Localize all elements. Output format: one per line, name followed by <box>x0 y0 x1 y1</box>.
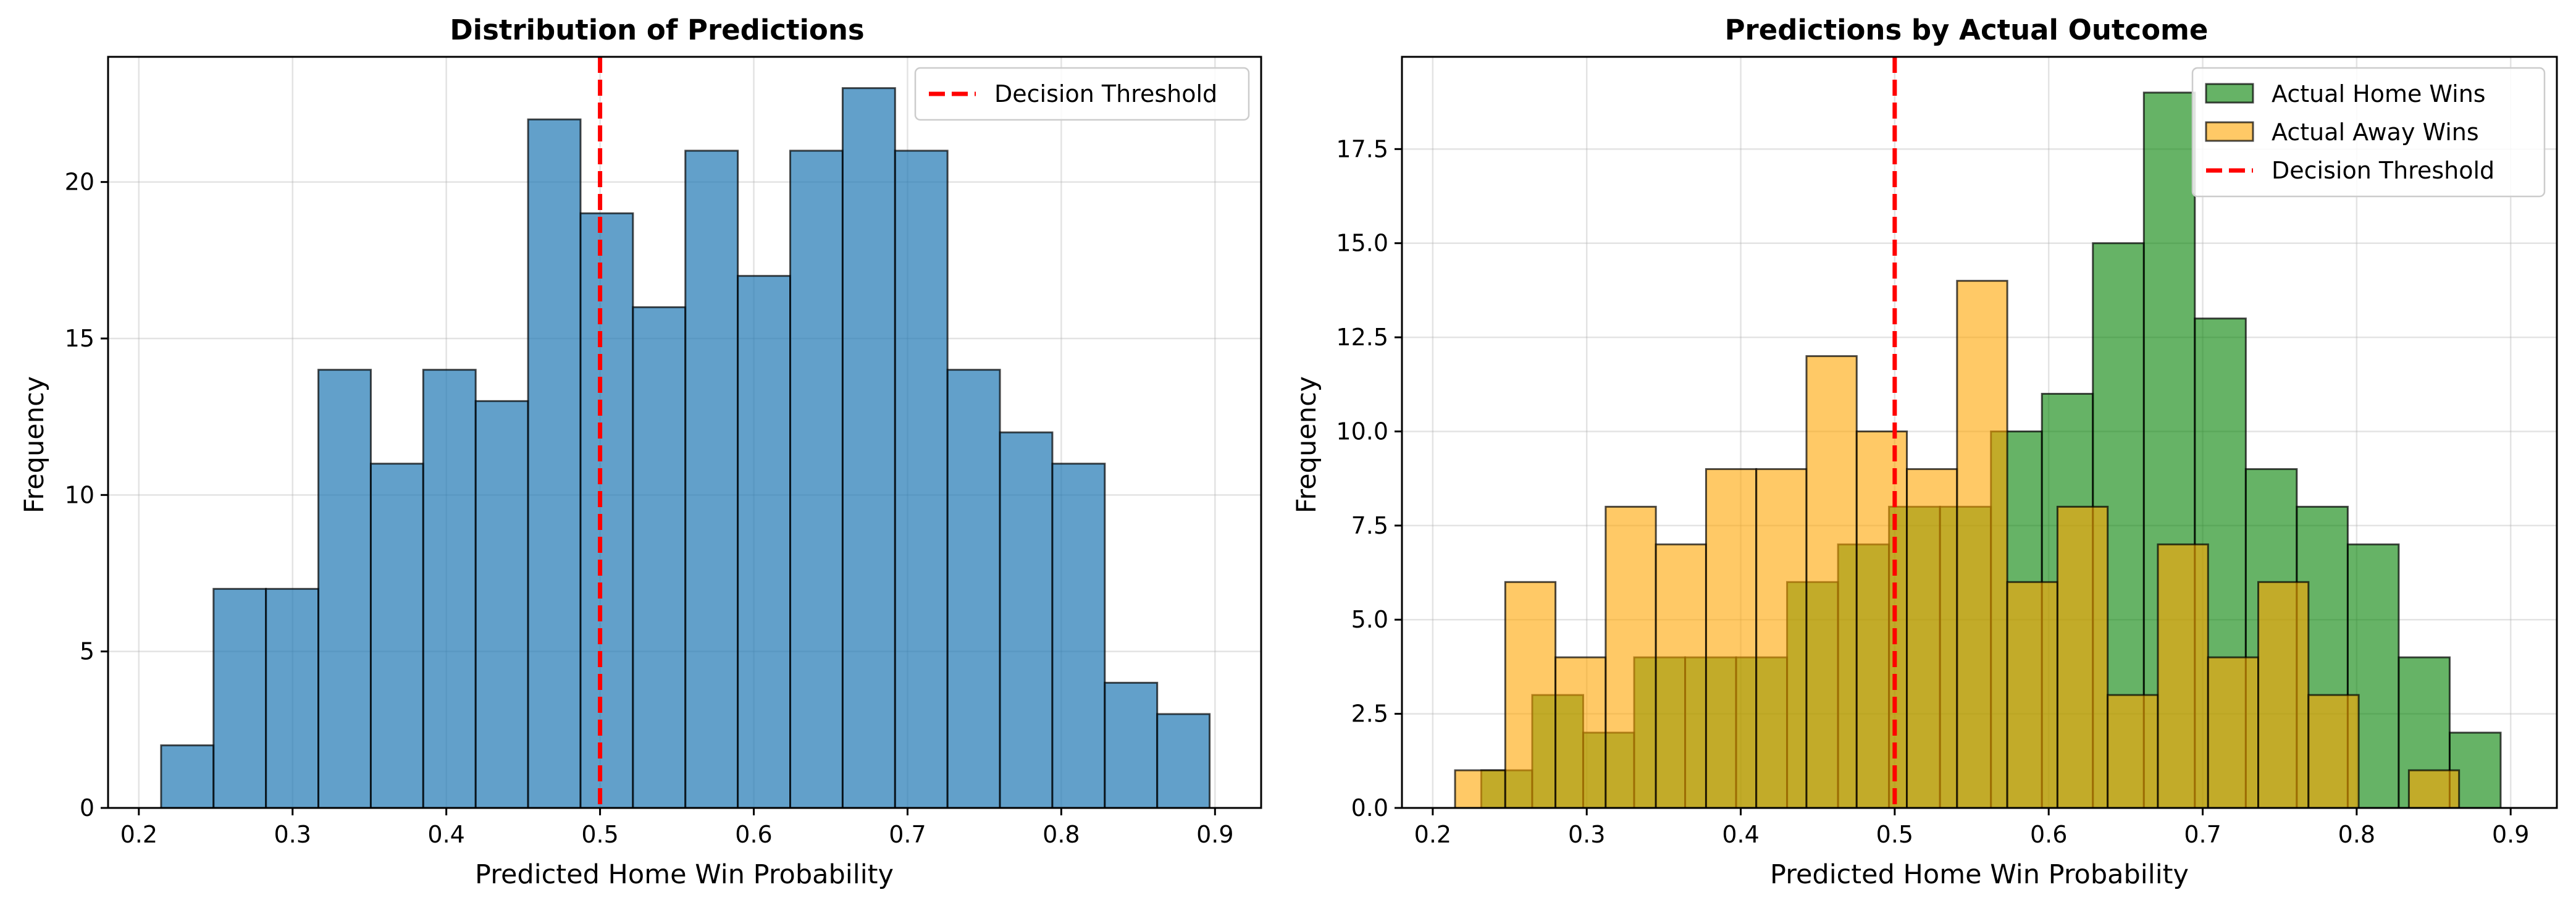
histogram-bar <box>2056 505 2109 809</box>
histogram-bar <box>1805 355 1858 809</box>
x-tick-label: 0.5 <box>581 821 618 848</box>
legend-box <box>2191 67 2546 198</box>
x-tick-label: 0.6 <box>2030 821 2067 848</box>
legend-swatch <box>2205 121 2254 142</box>
histogram-bar <box>1705 468 1758 809</box>
legend-entry-label: Decision Threshold <box>2272 157 2494 184</box>
y-tick-label: 0 <box>80 794 94 822</box>
y-tick-label: 15 <box>65 325 94 352</box>
chart-predictions-by-outcome: Predictions by Actual Outcome Predicted … <box>1291 14 2558 890</box>
histogram-bar <box>212 587 267 809</box>
x-tick-label: 0.6 <box>735 821 772 848</box>
x-tick-label: 0.8 <box>1043 821 1080 848</box>
x-tick-label: 0.2 <box>120 821 157 848</box>
histogram-bar <box>317 369 372 809</box>
y-tick-label: 20 <box>65 169 94 196</box>
y-axis-label: Frequency <box>19 376 50 513</box>
chart-title: Distribution of Predictions <box>450 14 864 46</box>
histogram-bar <box>2407 769 2461 809</box>
histogram-bar <box>999 431 1054 809</box>
x-tick-label: 0.4 <box>427 821 464 848</box>
histogram-bar <box>1051 463 1106 809</box>
y-tick-label: 5.0 <box>1351 606 1388 633</box>
chart-predictions-distribution: Distribution of Predictions Predicted Ho… <box>19 14 1262 890</box>
histogram-bar <box>527 118 582 809</box>
y-tick-label: 17.5 <box>1336 135 1388 162</box>
y-tick-label: 5 <box>80 638 94 665</box>
histogram-bar <box>632 306 687 809</box>
histogram-bar <box>1655 543 1707 809</box>
legend: Decision Threshold <box>914 67 1250 121</box>
histogram-bar <box>369 463 424 809</box>
x-tick-label: 0.5 <box>1876 821 1913 848</box>
histogram-bar <box>1605 505 1657 809</box>
x-tick-label: 0.4 <box>1722 821 1759 848</box>
plot-frame <box>107 56 1262 809</box>
histogram-bar <box>2257 581 2310 809</box>
histogram-bar <box>1156 713 1211 809</box>
x-tick-label: 0.9 <box>2492 821 2529 848</box>
histogram-bar <box>1755 468 1808 809</box>
histogram-bar <box>474 400 529 809</box>
x-tick-label: 0.7 <box>2184 821 2221 848</box>
histogram-bar <box>1855 430 1908 809</box>
histogram-bar <box>789 149 844 809</box>
y-tick-label: 7.5 <box>1351 512 1388 539</box>
y-tick-label: 2.5 <box>1351 700 1388 728</box>
histogram-bar <box>2207 656 2260 809</box>
histogram-bar <box>841 87 896 809</box>
y-tick-label: 12.5 <box>1336 324 1388 351</box>
y-tick-label: 10.0 <box>1336 418 1388 445</box>
histogram-bar <box>265 587 320 809</box>
legend-box <box>914 67 1250 121</box>
histogram-bar <box>2006 581 2058 809</box>
chart-title: Predictions by Actual Outcome <box>1725 14 2209 46</box>
histogram-bar <box>946 369 1001 809</box>
legend-entry-label: Actual Away Wins <box>2272 119 2479 146</box>
histogram-bar <box>1454 769 1506 809</box>
histogram-bar <box>160 744 215 809</box>
histogram-bar <box>1956 280 2008 809</box>
x-tick-label: 0.3 <box>274 821 311 848</box>
legend-swatch <box>2205 83 2254 104</box>
histogram-bar <box>894 149 949 809</box>
histogram-bar <box>1554 656 1607 809</box>
y-tick-label: 15.0 <box>1336 230 1388 257</box>
y-tick-label: 0.0 <box>1351 794 1388 822</box>
plot-frame <box>1401 56 2558 809</box>
x-tick-label: 0.8 <box>2338 821 2375 848</box>
x-tick-label: 0.3 <box>1568 821 1605 848</box>
histogram-bar <box>2107 694 2159 809</box>
histogram-bar <box>684 149 739 809</box>
legend-entry-label: Actual Home Wins <box>2272 80 2486 107</box>
histogram-bar <box>1906 468 1958 809</box>
histogram-bar <box>2307 694 2360 809</box>
x-tick-label: 0.9 <box>1196 821 1233 848</box>
histogram-bar <box>579 212 634 809</box>
histogram-bar <box>1504 581 1557 809</box>
x-axis-label: Predicted Home Win Probability <box>475 859 894 890</box>
x-axis-label: Predicted Home Win Probability <box>1770 859 2189 890</box>
y-axis-label: Frequency <box>1291 376 1322 513</box>
x-tick-label: 0.7 <box>889 821 926 848</box>
histogram-bar <box>2157 543 2209 809</box>
histogram-bar <box>737 275 792 809</box>
x-tick-label: 0.2 <box>1414 821 1451 848</box>
legend-entry-label: Decision Threshold <box>994 80 1217 107</box>
y-tick-label: 10 <box>65 481 94 508</box>
histogram-bar <box>422 369 477 809</box>
legend: Actual Home Wins Actual Away Wins Decision… <box>2191 67 2546 198</box>
histogram-bar <box>1104 681 1159 809</box>
